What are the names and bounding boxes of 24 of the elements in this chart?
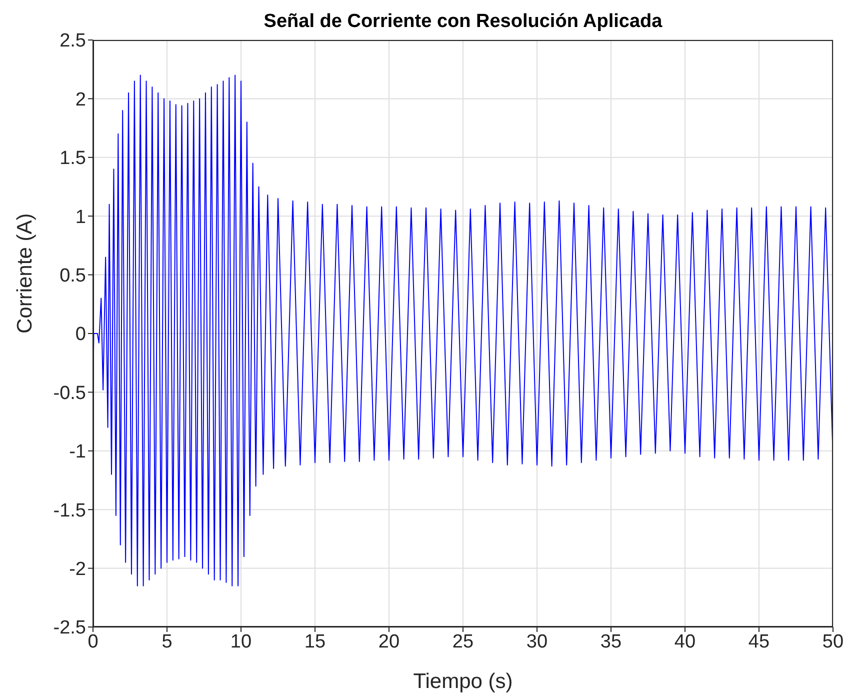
x-tick-label: 45 <box>748 631 770 652</box>
chart-title: Señal de Corriente con Resolución Aplicada <box>262 11 664 33</box>
x-tick-label: 50 <box>822 631 844 652</box>
y-tick-label: 0 <box>75 324 86 346</box>
y-tick-label: -0.5 <box>53 382 86 404</box>
y-tick-label: 1.5 <box>60 148 86 170</box>
y-tick-label: 2 <box>75 89 86 110</box>
x-tick-label: 40 <box>674 631 696 652</box>
x-tick-label: 25 <box>452 631 474 652</box>
y-tick-label: -1.5 <box>53 500 86 522</box>
x-axis-title: Tiempo (s) <box>413 670 513 693</box>
y-tick-label: 0.5 <box>60 266 86 287</box>
x-tick-label: 5 <box>162 631 172 652</box>
y-tick-label: 2.5 <box>60 30 86 52</box>
y-tick-label: -2.5 <box>53 618 86 639</box>
y-axis-title: Corriente (A) <box>13 213 36 334</box>
x-tick-label: 35 <box>600 631 622 652</box>
x-tick-label: 10 <box>230 631 252 652</box>
y-tick-label: 1 <box>75 206 86 228</box>
y-tick-label: -1 <box>69 442 86 463</box>
x-tick-label: 30 <box>526 631 548 652</box>
x-tick-label: 20 <box>378 631 400 652</box>
y-tick-label: -2 <box>69 559 86 580</box>
x-tick-label: 15 <box>304 631 326 652</box>
